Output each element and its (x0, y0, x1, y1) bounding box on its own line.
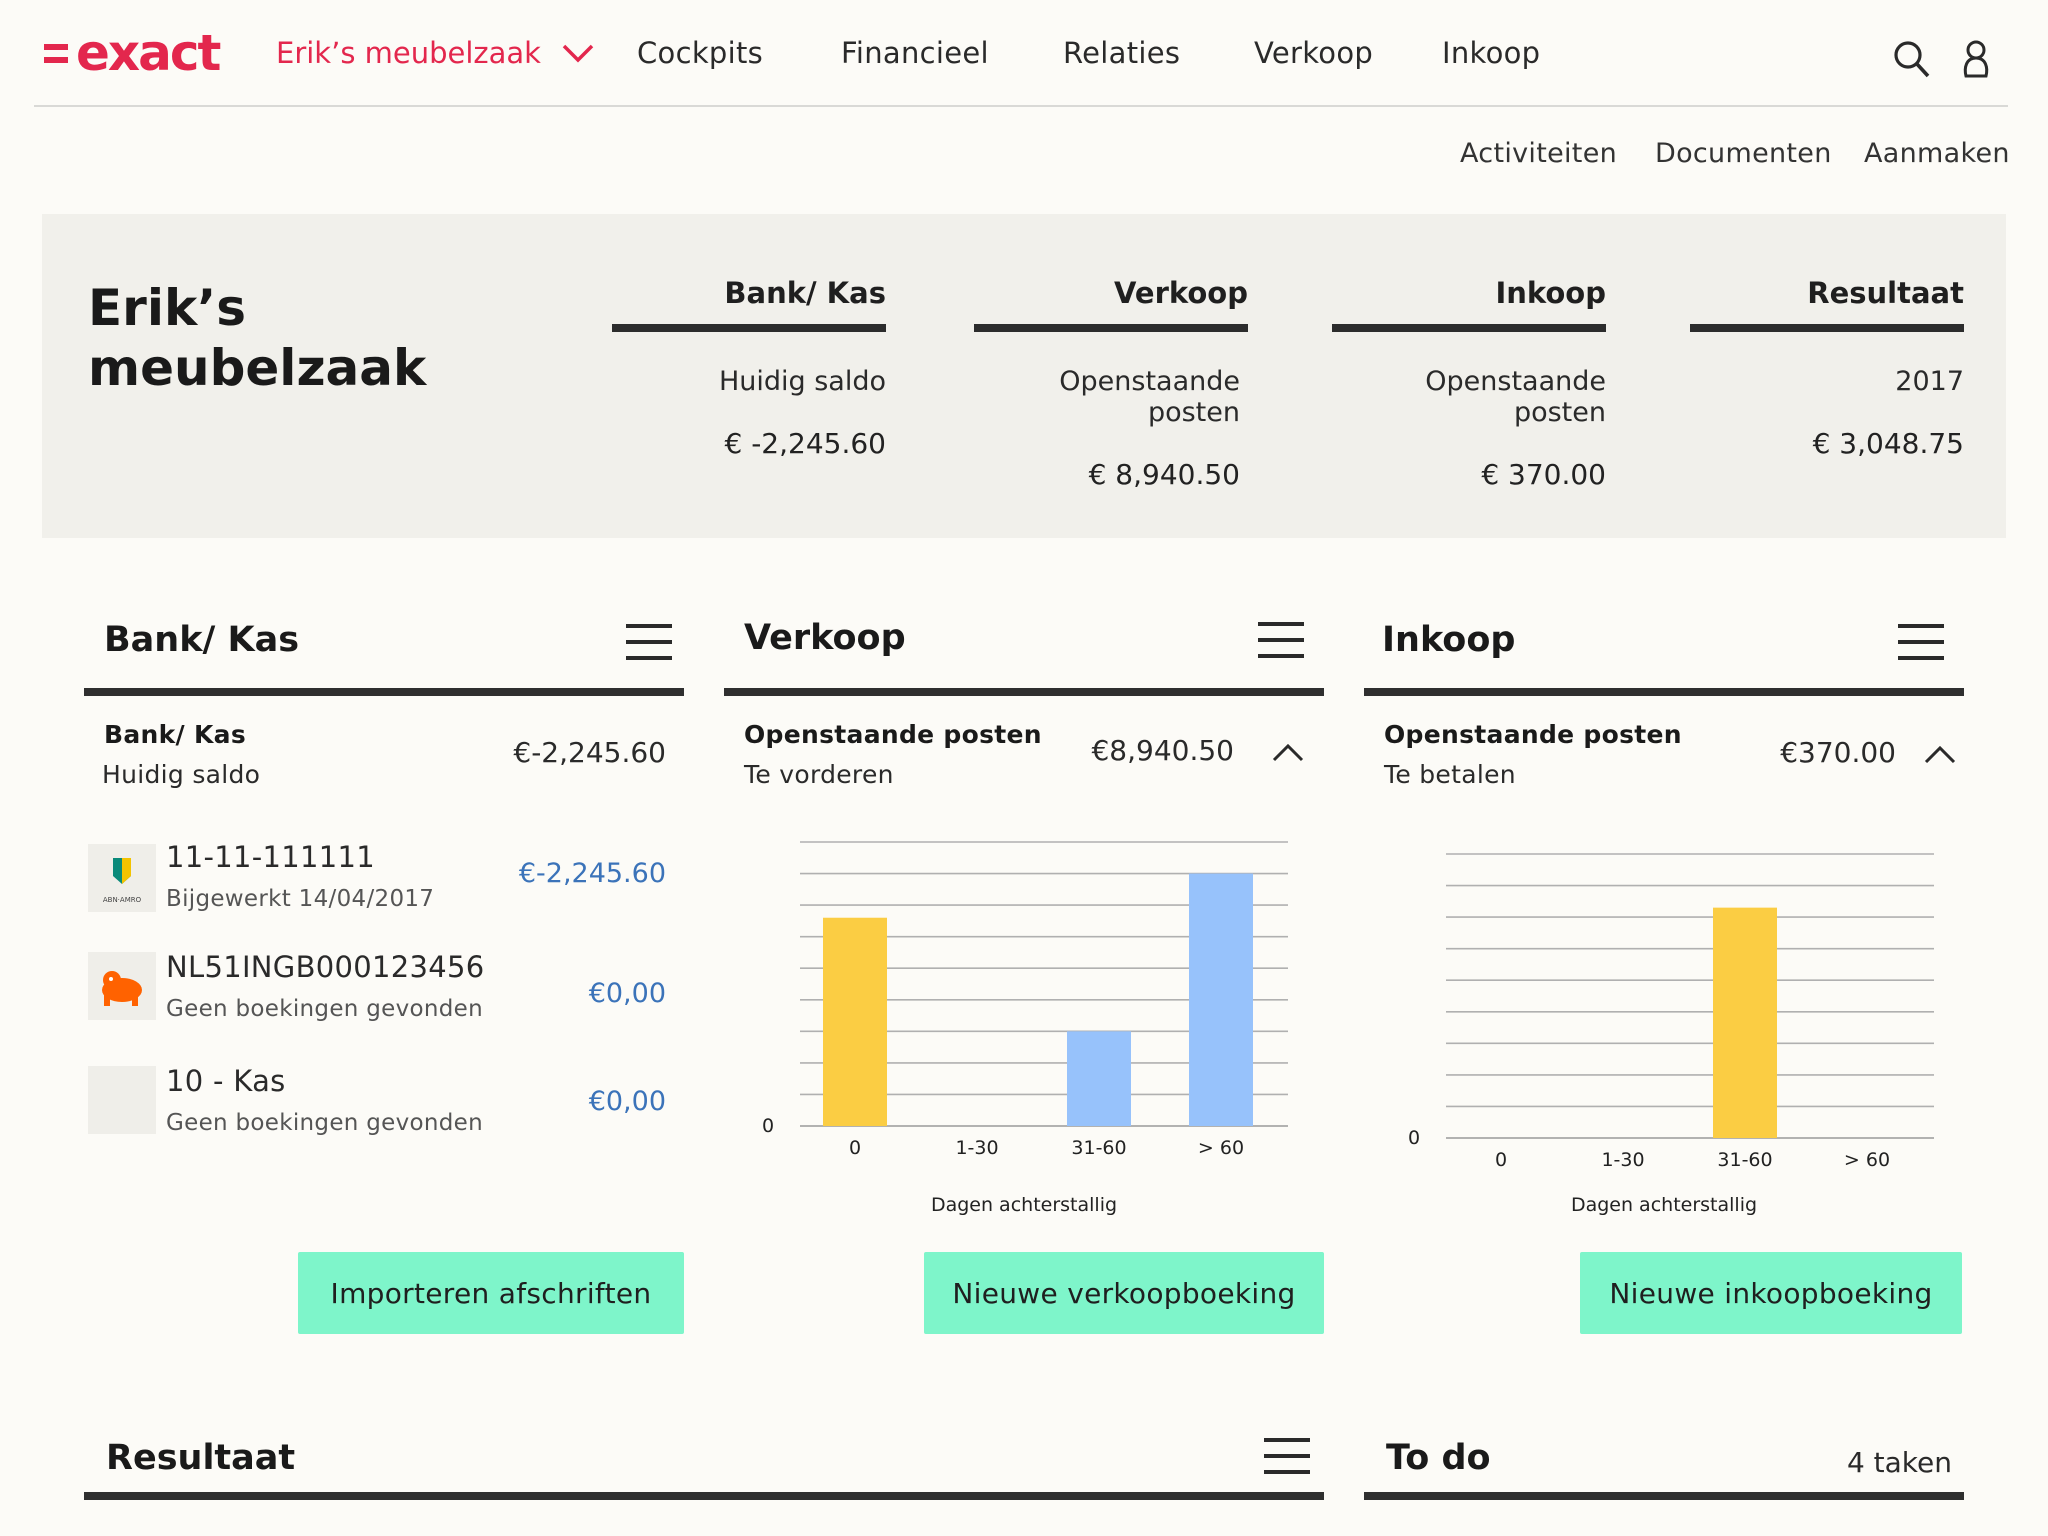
account-status: Geen boekingen gevonden (166, 1110, 483, 1136)
chart-bar--60[interactable] (1189, 873, 1253, 1126)
kpi-verkoop[interactable]: Verkoop Openstaande posten € 8,940.50 (974, 276, 1248, 491)
account-amount[interactable]: €-2,245.60 (518, 858, 666, 889)
bank-section-amount: €-2,245.60 (513, 736, 666, 769)
kpi-head: Verkoop (974, 276, 1248, 332)
inkoop-menu-icon[interactable] (1898, 624, 1944, 660)
inkoop-section-head: Openstaande posten (1384, 720, 1682, 749)
bank-section-sub: Huidig saldo (102, 760, 261, 789)
bank-panel-title: Bank/ Kas (104, 620, 300, 660)
inkoop-section-amount: €370.00 (1780, 736, 1896, 769)
logo-bars-icon (44, 43, 68, 63)
chart-x-tick-label: 0 (1495, 1149, 1507, 1171)
kpi-value: € -2,245.60 (724, 427, 886, 460)
verkoop-panel-title: Verkoop (744, 618, 906, 658)
chevron-up-icon[interactable] (1924, 744, 1956, 764)
kpi-head: Bank/ Kas (612, 276, 886, 332)
account-status: Geen boekingen gevonden (166, 996, 483, 1022)
chart-bar-31-60[interactable] (1067, 1031, 1131, 1126)
kpi-value: € 3,048.75 (1812, 427, 1964, 460)
kpi-resultaat[interactable]: Resultaat 2017 € 3,048.75 (1690, 276, 1964, 460)
account-number[interactable]: 10 - Kas (166, 1064, 286, 1098)
subnav-activiteiten[interactable]: Activiteiten (1460, 138, 1618, 169)
kpi-inkoop[interactable]: Inkoop Openstaande posten € 370.00 (1332, 276, 1606, 491)
inkoop-panel-rule (1364, 688, 1964, 696)
account-number[interactable]: 11-11-111111 (166, 840, 376, 874)
chevron-up-icon[interactable] (1272, 742, 1304, 762)
kpi-head: Inkoop (1332, 276, 1606, 332)
nav-item-relaties[interactable]: Relaties (1063, 36, 1181, 70)
kpi-value: € 8,940.50 (1088, 458, 1240, 491)
account-amount[interactable]: €0,00 (588, 978, 666, 1009)
chart-x-tick-label: 1-30 (955, 1137, 998, 1159)
user-icon[interactable] (1956, 38, 1996, 80)
nav-item-cockpits[interactable]: Cockpits (637, 36, 764, 70)
verkoop-section-amount: €8,940.50 (1091, 734, 1234, 767)
account-status: Bijgewerkt 14/04/2017 (166, 886, 435, 912)
top-navigation-bar: exact Erik’s meubelzaak Cockpits Financi… (34, 0, 2008, 107)
inkoop-panel-title: Inkoop (1382, 620, 1516, 660)
new-purchase-entry-button[interactable]: Nieuwe inkoopboeking (1580, 1252, 1962, 1334)
company-name: Erik’s meubelzaak (276, 36, 541, 70)
nav-item-financieel[interactable]: Financieel (841, 36, 989, 70)
chart-y-tick-label: 0 (1408, 1127, 1420, 1149)
kpi-bank-kas[interactable]: Bank/ Kas Huidig saldo € -2,245.60 (612, 276, 886, 460)
nav-item-inkoop[interactable]: Inkoop (1442, 36, 1541, 70)
chart-bar-0[interactable] (823, 917, 887, 1126)
kpi-head: Resultaat (1690, 276, 1964, 332)
verkoop-aging-chart: 0 0 1-30 31-60 > 60 (740, 820, 1300, 1170)
exact-logo[interactable]: exact (44, 24, 221, 82)
verkoop-section-head: Openstaande posten (744, 720, 1042, 749)
abn-amro-logo: ABN·AMRO (88, 844, 156, 912)
kpi-value: € 370.00 (1481, 458, 1606, 491)
abn-amro-logo-text: ABN·AMRO (103, 896, 142, 904)
kas-placeholder-logo (88, 1066, 156, 1134)
account-number[interactable]: NL51INGB000123456 (166, 950, 485, 984)
chart-x-tick-label: 1-30 (1601, 1149, 1644, 1171)
todo-panel-title: To do (1386, 1438, 1491, 1478)
new-sales-entry-button[interactable]: Nieuwe verkoopboeking (924, 1252, 1324, 1334)
inkoop-x-axis-label: Dagen achterstallig (1570, 1194, 1758, 1216)
verkoop-section-sub: Te vorderen (744, 760, 894, 789)
verkoop-x-axis-label: Dagen achterstallig (930, 1194, 1118, 1216)
chart-bar-31-60[interactable] (1713, 907, 1777, 1138)
bank-section-head: Bank/ Kas (104, 720, 247, 749)
company-title-line1: Erik’s (88, 279, 246, 337)
subnav-aanmaken[interactable]: Aanmaken (1864, 138, 2010, 169)
bank-panel-rule (84, 688, 684, 696)
company-title: Erik’s meubelzaak (88, 278, 488, 398)
chart-x-tick-label: 31-60 (1717, 1149, 1772, 1171)
resultaat-panel-title: Resultaat (106, 1438, 296, 1478)
company-title-line2: meubelzaak (88, 339, 427, 397)
resultaat-menu-icon[interactable] (1264, 1438, 1310, 1474)
company-summary: Erik’s meubelzaak Bank/ Kas Huidig saldo… (42, 214, 2006, 538)
chart-y-tick-label: 0 (762, 1115, 774, 1137)
import-statements-button[interactable]: Importeren afschriften (298, 1252, 684, 1334)
chart-x-tick-label: 0 (849, 1137, 861, 1159)
company-switcher[interactable]: Erik’s meubelzaak (276, 36, 595, 70)
bank-menu-icon[interactable] (626, 624, 672, 660)
kpi-label: Openstaande posten (1425, 366, 1606, 428)
kpi-label: Openstaande posten (1059, 366, 1240, 428)
account-amount[interactable]: €0,00 (588, 1086, 666, 1117)
ing-lion-logo (88, 952, 156, 1020)
inkoop-aging-chart: 0 0 1-30 31-60 > 60 (1386, 832, 1946, 1182)
chart-x-tick-label: > 60 (1198, 1137, 1244, 1159)
chevron-down-icon (562, 44, 594, 63)
search-icon[interactable] (1892, 38, 1932, 80)
resultaat-panel-rule (84, 1492, 1324, 1500)
nav-item-verkoop[interactable]: Verkoop (1254, 36, 1374, 70)
kpi-label: 2017 (1895, 366, 1964, 397)
logo-text: exact (76, 24, 221, 82)
chart-x-tick-label: 31-60 (1071, 1137, 1126, 1159)
inkoop-section-sub: Te betalen (1384, 760, 1516, 789)
todo-count[interactable]: 4 taken (1846, 1446, 1952, 1479)
chart-x-tick-label: > 60 (1844, 1149, 1890, 1171)
todo-panel-rule (1364, 1492, 1964, 1500)
kpi-label: Huidig saldo (718, 366, 886, 397)
subnav-documenten[interactable]: Documenten (1655, 138, 1832, 169)
verkoop-menu-icon[interactable] (1258, 622, 1304, 658)
verkoop-panel-rule (724, 688, 1324, 696)
